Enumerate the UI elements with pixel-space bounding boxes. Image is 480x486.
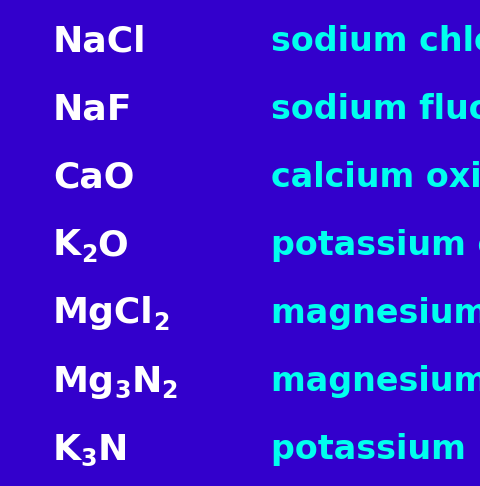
Text: 2: 2: [81, 243, 97, 267]
Text: CaO: CaO: [53, 160, 134, 194]
Text: sodium chloride: sodium chloride: [271, 25, 480, 58]
Text: NaF: NaF: [53, 92, 132, 126]
Text: 2: 2: [154, 311, 170, 335]
Text: 2: 2: [162, 379, 178, 403]
Text: calcium oxide: calcium oxide: [271, 161, 480, 194]
Text: sodium fluoride: sodium fluoride: [271, 93, 480, 126]
Text: potassium oxide: potassium oxide: [271, 229, 480, 262]
Text: Mg: Mg: [53, 364, 115, 399]
Text: MgCl: MgCl: [53, 296, 154, 330]
Text: N: N: [131, 364, 162, 399]
Text: N: N: [97, 433, 128, 467]
Text: O: O: [97, 228, 128, 262]
Text: magnesium nitride: magnesium nitride: [271, 365, 480, 398]
Text: K: K: [53, 228, 81, 262]
Text: 3: 3: [115, 379, 131, 403]
Text: K: K: [53, 433, 81, 467]
Text: potassium nitride: potassium nitride: [271, 433, 480, 466]
Text: 3: 3: [81, 447, 97, 471]
Text: magnesium chloride: magnesium chloride: [271, 297, 480, 330]
Text: NaCl: NaCl: [53, 24, 146, 58]
